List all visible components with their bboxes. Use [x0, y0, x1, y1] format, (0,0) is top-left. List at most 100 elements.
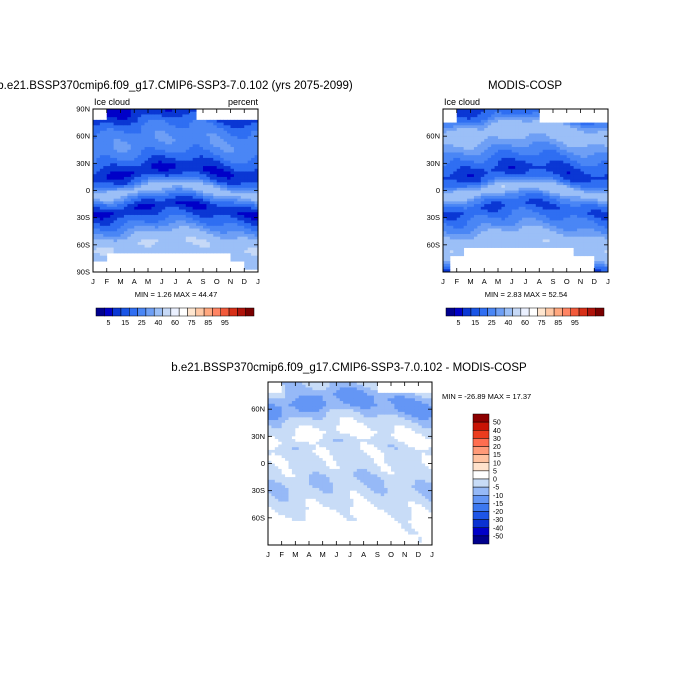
heatmap-cell [213, 193, 218, 197]
heatmap-cell [254, 228, 259, 232]
heatmap-cell [134, 239, 139, 243]
heatmap-cell [134, 220, 139, 224]
heatmap-cell [168, 111, 173, 115]
heatmap-cell [604, 147, 609, 151]
heatmap-cell [127, 130, 132, 134]
heatmap-cell [137, 168, 142, 172]
heatmap-cell [144, 155, 149, 159]
heatmap-cell [240, 258, 245, 262]
heatmap-cell [577, 174, 581, 178]
heatmap-cell [539, 149, 544, 153]
heatmap-cell [501, 160, 506, 164]
heatmap-cell [178, 141, 183, 145]
heatmap-cell [254, 119, 259, 123]
heatmap-cell [546, 223, 550, 227]
heatmap-cell [110, 152, 115, 156]
heatmap-cell [216, 231, 221, 235]
heatmap-cell [96, 204, 101, 208]
heatmap-cell [559, 130, 564, 134]
heatmap-cell [539, 166, 544, 170]
heatmap-cell [556, 225, 561, 229]
heatmap-cell [508, 166, 513, 170]
heatmap-cell [223, 174, 228, 178]
heatmap-cell [247, 209, 252, 213]
heatmap-cell [106, 247, 111, 251]
heatmap-cell [518, 212, 523, 216]
heatmap-cell [213, 144, 218, 148]
heatmap-cell [213, 214, 218, 219]
x-tick-label: J [256, 277, 260, 286]
heatmap-cell [120, 231, 125, 235]
heatmap-cell [504, 220, 509, 224]
heatmap-cell [484, 111, 489, 115]
heatmap-cell [594, 247, 599, 251]
x-tick-label: J [174, 277, 178, 286]
heatmap-cell [501, 198, 506, 202]
heatmap-cell [244, 201, 249, 205]
heatmap-cell [206, 182, 211, 186]
heatmap-cell [590, 176, 595, 181]
heatmap-cell [590, 217, 595, 221]
heatmap-cell [467, 201, 471, 205]
heatmap-cell [577, 233, 581, 238]
heatmap-cell [192, 136, 197, 140]
heatmap-cell [254, 233, 259, 238]
heatmap-cell [518, 244, 523, 248]
heatmap-cell [559, 160, 564, 164]
heatmap-cell [165, 174, 170, 178]
heatmap-cell [99, 187, 104, 191]
heatmap-cell [209, 174, 214, 178]
heatmap-cell [141, 119, 145, 123]
heatmap-cell [106, 193, 111, 197]
heatmap-cell [93, 225, 97, 229]
heatmap-cell [99, 155, 104, 159]
heatmap-cell [227, 187, 231, 191]
heatmap-cell [251, 182, 255, 186]
heatmap-cell [504, 160, 509, 164]
heatmap-cell [192, 247, 197, 251]
heatmap-cell [151, 225, 156, 229]
heatmap-cell [480, 149, 485, 153]
heatmap-cell [120, 247, 125, 251]
heatmap-cell [103, 160, 108, 164]
heatmap-cell [144, 133, 149, 137]
heatmap-cell [501, 225, 506, 229]
heatmap-cell [230, 130, 235, 134]
heatmap-cell [165, 236, 170, 240]
heatmap-cell [467, 147, 471, 151]
heatmap-cell [175, 209, 180, 213]
heatmap-cell [556, 166, 561, 170]
heatmap-cell [473, 138, 478, 142]
heatmap-cell [597, 160, 602, 164]
heatmap-cell [178, 147, 183, 151]
heatmap-cell [587, 136, 592, 140]
heatmap-cell [542, 176, 547, 181]
heatmap-cell [504, 190, 509, 194]
heatmap-cell [594, 214, 599, 219]
heatmap-cell [546, 244, 550, 248]
panel-left-label: Ice cloud [94, 97, 130, 107]
heatmap-cell [233, 250, 238, 254]
heatmap-cell [453, 239, 458, 243]
heatmap-cell [99, 141, 104, 145]
heatmap-cell [542, 136, 547, 140]
heatmap-cell [553, 182, 557, 186]
heatmap-cell [508, 223, 513, 227]
heatmap-cell [463, 201, 468, 205]
heatmap-cell [220, 228, 225, 232]
heatmap-cell [477, 171, 482, 175]
colorbar-swatch [212, 307, 221, 317]
heatmap-cell [498, 141, 502, 145]
heatmap-cell [165, 193, 170, 197]
heatmap-cell [106, 195, 111, 200]
heatmap-cell [549, 168, 554, 172]
heatmap-cell [103, 185, 108, 189]
heatmap-cell [247, 174, 252, 178]
heatmap-cell [103, 212, 108, 216]
heatmap-cell [106, 185, 111, 189]
heatmap-cell [473, 163, 478, 167]
heatmap-cell [449, 176, 454, 181]
heatmap-cell [580, 138, 585, 142]
heatmap-cell [106, 163, 111, 167]
heatmap-cell [597, 174, 602, 178]
